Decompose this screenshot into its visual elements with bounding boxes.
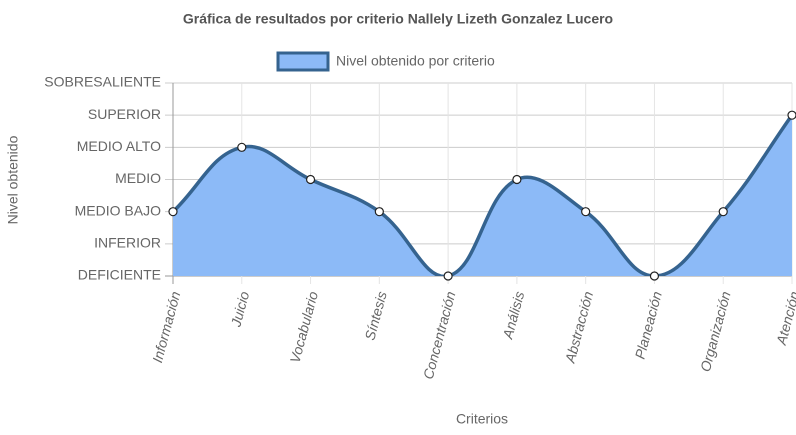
point: [443, 271, 453, 281]
y-tick-label: INFERIOR: [94, 235, 161, 251]
x-axis-title: Criterios: [456, 411, 508, 427]
plot-area: [173, 114, 794, 276]
y-tick-label: MEDIO ALTO: [77, 138, 161, 154]
y-tick-label: DEFICIENTE: [78, 267, 161, 283]
y-tick-label: SUPERIOR: [88, 106, 161, 122]
line: [173, 114, 794, 276]
point: [512, 174, 522, 185]
area: [173, 115, 792, 276]
x-tick-label: Abstracción: [561, 289, 596, 365]
y-tick-label: SOBRESALIENTE: [44, 74, 161, 90]
point: [374, 207, 384, 217]
y-tick-label: MEDIO BAJO: [75, 202, 161, 218]
y-axis-title: Nivel obtenido: [5, 135, 21, 224]
x-tick-label: Juicio: [227, 289, 252, 329]
point: [168, 207, 178, 217]
x-tick-label: Planeación: [632, 289, 665, 360]
legend-swatch: [276, 51, 330, 72]
point: [305, 174, 316, 185]
point: [581, 207, 591, 217]
x-tick-label: Análisis: [499, 290, 527, 342]
point: [237, 142, 247, 152]
x-tick-label: Información: [149, 289, 183, 364]
y-tick-label: MEDIO: [115, 170, 161, 186]
x-tick-label: Vocabulario: [287, 289, 322, 364]
x-tick-label: Concentración: [420, 289, 459, 381]
point: [649, 271, 660, 281]
legend-label: Nivel obtenido por criterio: [336, 53, 495, 69]
x-tick-label: Organización: [697, 289, 734, 373]
point: [787, 110, 796, 120]
x-tick-label: Atención: [773, 289, 796, 347]
point: [718, 207, 728, 217]
x-tick-label: Síntesis: [361, 290, 389, 342]
chart-title: Gráfica de resultados por criterio Nalle…: [183, 11, 613, 27]
